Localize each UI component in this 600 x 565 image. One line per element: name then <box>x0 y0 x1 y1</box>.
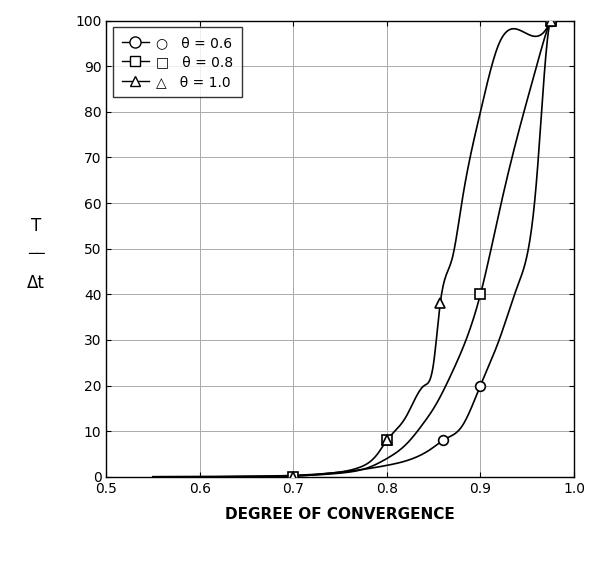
Text: T: T <box>31 217 41 235</box>
Text: Δt: Δt <box>27 273 45 292</box>
X-axis label: DEGREE OF CONVERGENCE: DEGREE OF CONVERGENCE <box>225 507 455 521</box>
Text: ──: ── <box>28 247 44 261</box>
Legend: ○   θ = 0.6, □   θ = 0.8, △   θ = 1.0: ○ θ = 0.6, □ θ = 0.8, △ θ = 1.0 <box>113 28 242 97</box>
